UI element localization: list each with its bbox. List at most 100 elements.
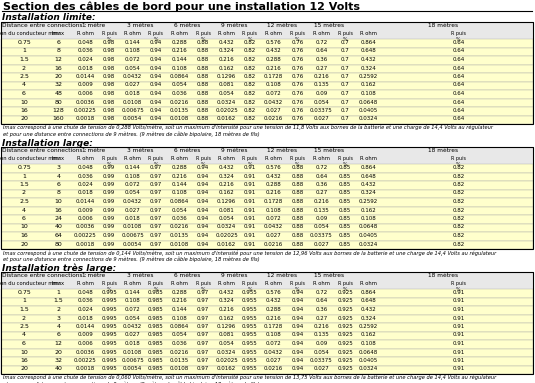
Text: 0.97: 0.97: [197, 298, 209, 303]
Text: 0.99: 0.99: [103, 216, 115, 221]
Text: 15 mètres: 15 mètres: [315, 23, 345, 28]
Text: 0.7: 0.7: [341, 108, 349, 113]
Text: 0.216: 0.216: [219, 307, 234, 312]
Text: 0.1296: 0.1296: [217, 74, 236, 79]
Text: 0.97: 0.97: [150, 233, 162, 238]
Text: 0.97: 0.97: [150, 173, 162, 178]
Bar: [1, 241, 533, 249]
Text: 0.027: 0.027: [125, 82, 140, 87]
Text: 0.0162: 0.0162: [217, 367, 236, 372]
Text: Installation limite:: Installation limite:: [2, 13, 96, 23]
Bar: [1, 272, 533, 289]
Bar: [1, 298, 533, 306]
Text: 0.00225: 0.00225: [74, 233, 97, 238]
Text: 0.76: 0.76: [292, 108, 304, 113]
Bar: [1, 116, 533, 124]
Text: 0.985: 0.985: [148, 350, 164, 355]
Text: 0.081: 0.081: [219, 332, 234, 337]
Text: 2.5: 2.5: [19, 74, 29, 79]
Text: 0.1296: 0.1296: [217, 199, 236, 204]
Text: 0.0864: 0.0864: [170, 324, 189, 329]
Text: 1.5: 1.5: [19, 182, 29, 187]
Text: 0.7: 0.7: [341, 49, 349, 54]
Text: 1: 1: [22, 298, 26, 303]
Text: 0.324: 0.324: [361, 65, 377, 70]
Text: 0.94: 0.94: [197, 216, 209, 221]
Text: 0.76: 0.76: [292, 40, 304, 45]
Text: 0.64: 0.64: [453, 108, 464, 113]
Text: 0.76: 0.76: [292, 49, 304, 54]
Text: 12 mètres: 12 mètres: [267, 273, 297, 278]
Text: 0.97: 0.97: [150, 182, 162, 187]
Text: 0.985: 0.985: [148, 307, 164, 312]
Text: 0.94: 0.94: [292, 350, 304, 355]
Text: 0.0216: 0.0216: [170, 350, 189, 355]
Text: 32: 32: [55, 358, 63, 363]
Text: 9 mètres: 9 mètres: [221, 23, 248, 28]
Text: 0.7: 0.7: [341, 57, 349, 62]
Bar: [1, 22, 533, 124]
Text: 0.91: 0.91: [244, 199, 256, 204]
Text: 0.85: 0.85: [339, 199, 351, 204]
Text: 0.995: 0.995: [101, 350, 117, 355]
Text: 0.82: 0.82: [244, 74, 256, 79]
Text: 0.85: 0.85: [339, 216, 351, 221]
Text: 0.955: 0.955: [242, 307, 258, 312]
Bar: [1, 64, 533, 73]
Text: 0.64: 0.64: [453, 65, 464, 70]
Text: 0.108: 0.108: [172, 190, 187, 195]
Text: 0.036: 0.036: [172, 91, 187, 96]
Text: 0.081: 0.081: [219, 82, 234, 87]
Text: 0.1728: 0.1728: [264, 199, 283, 204]
Text: 0.97: 0.97: [197, 367, 209, 372]
Text: 2: 2: [22, 65, 26, 70]
Text: 0.76: 0.76: [292, 91, 304, 96]
Text: 0.995: 0.995: [101, 332, 117, 337]
Text: 0.97: 0.97: [150, 216, 162, 221]
Text: 9 mètres: 9 mètres: [221, 148, 248, 153]
Text: 0.324: 0.324: [361, 190, 377, 195]
Text: 18 mètres: 18 mètres: [428, 148, 458, 153]
Text: 0.0216: 0.0216: [264, 116, 283, 121]
Text: 0.03375: 0.03375: [310, 358, 333, 363]
Text: 0.7: 0.7: [341, 40, 349, 45]
Text: 0.76: 0.76: [292, 116, 304, 121]
Bar: [1, 90, 533, 98]
Text: 0.64: 0.64: [453, 74, 464, 79]
Text: 0.0432: 0.0432: [123, 74, 142, 79]
Text: 0.91: 0.91: [453, 316, 464, 321]
Text: R ohm: R ohm: [124, 31, 141, 36]
Bar: [1, 107, 533, 116]
Text: 0.88: 0.88: [197, 57, 209, 62]
Text: 0.91: 0.91: [244, 216, 256, 221]
Text: 0.925: 0.925: [337, 350, 353, 355]
Text: 0.0018: 0.0018: [76, 116, 95, 121]
Text: 0.288: 0.288: [172, 290, 187, 295]
Text: 0.97: 0.97: [150, 208, 162, 213]
Text: 0.432: 0.432: [219, 165, 234, 170]
Text: 0.162: 0.162: [361, 82, 377, 87]
Text: 0.048: 0.048: [78, 165, 94, 170]
Text: 12: 12: [55, 57, 63, 62]
Text: 0.72: 0.72: [315, 290, 327, 295]
Text: 0.88: 0.88: [197, 40, 209, 45]
Text: 0.97: 0.97: [197, 350, 209, 355]
Text: R ohm: R ohm: [171, 156, 188, 161]
Text: 0.98: 0.98: [103, 40, 115, 45]
Text: 4: 4: [22, 82, 26, 87]
Text: 0.162: 0.162: [219, 190, 234, 195]
Text: 0.081: 0.081: [219, 208, 234, 213]
Text: 0.0108: 0.0108: [123, 100, 142, 105]
Text: R ohm: R ohm: [218, 281, 235, 286]
Text: R puis
%: R puis %: [102, 281, 117, 292]
Text: 0.98: 0.98: [103, 65, 115, 70]
Text: 0.108: 0.108: [265, 208, 281, 213]
Text: 0.7: 0.7: [341, 116, 349, 121]
Text: 0.64: 0.64: [315, 49, 327, 54]
Text: 0.0324: 0.0324: [217, 100, 236, 105]
Text: 0.027: 0.027: [125, 208, 140, 213]
Text: 0.108: 0.108: [265, 82, 281, 87]
Text: 0.97: 0.97: [197, 332, 209, 337]
Text: 0.0162: 0.0162: [217, 116, 236, 121]
Text: 0.82: 0.82: [244, 100, 256, 105]
